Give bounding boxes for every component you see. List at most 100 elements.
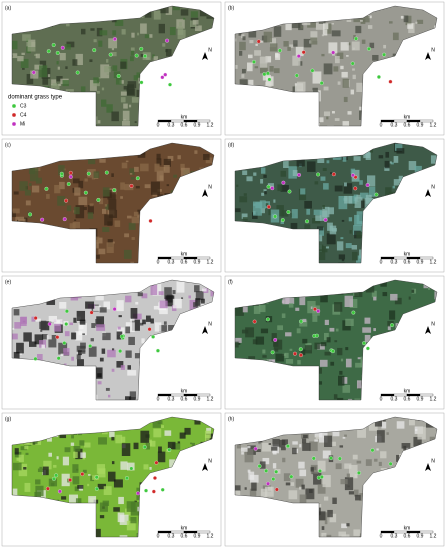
legend-marker <box>11 112 17 118</box>
texture <box>205 494 208 498</box>
texture <box>321 532 327 537</box>
scale-tick-label: 0 <box>380 122 383 128</box>
texture <box>345 358 352 368</box>
texture <box>280 170 286 177</box>
texture <box>69 13 74 18</box>
texture <box>331 22 335 25</box>
panel-label: (c) <box>5 142 11 148</box>
texture <box>46 293 56 305</box>
texture <box>75 448 83 460</box>
texture <box>131 237 135 240</box>
texture <box>14 448 19 455</box>
texture <box>78 350 82 356</box>
sample-point <box>94 486 99 491</box>
texture <box>208 105 214 114</box>
texture <box>373 347 382 353</box>
texture <box>352 47 355 50</box>
texture <box>285 22 292 31</box>
texture <box>57 66 60 70</box>
texture <box>411 361 417 366</box>
sample-point <box>331 349 335 354</box>
sample-point <box>163 72 168 77</box>
texture <box>428 244 436 253</box>
texture <box>404 469 414 481</box>
texture <box>99 9 105 16</box>
texture <box>93 77 100 84</box>
scale-unit: km <box>181 525 188 531</box>
texture <box>297 360 301 365</box>
texture <box>241 68 246 74</box>
texture <box>14 523 19 530</box>
texture <box>404 201 411 206</box>
texture <box>365 516 369 521</box>
texture <box>53 143 59 147</box>
texture <box>144 34 150 39</box>
texture <box>72 221 81 228</box>
texture <box>310 467 314 472</box>
texture <box>139 92 149 103</box>
texture <box>60 148 69 155</box>
sample-point <box>274 487 279 492</box>
texture <box>212 108 214 118</box>
texture <box>211 485 214 493</box>
texture <box>206 101 214 108</box>
texture <box>289 44 294 48</box>
texture <box>392 354 397 360</box>
texture <box>85 369 90 374</box>
texture <box>47 74 51 78</box>
scale-tick-label: 1.2 <box>207 533 214 539</box>
texture <box>184 224 189 228</box>
texture <box>253 379 258 383</box>
texture <box>378 522 385 528</box>
texture <box>263 174 267 178</box>
texture <box>256 370 260 375</box>
scale-tick-label: 0.3 <box>168 259 175 265</box>
texture <box>111 173 114 177</box>
texture <box>207 203 212 210</box>
texture <box>100 285 108 296</box>
texture <box>173 174 178 178</box>
texture <box>401 102 407 111</box>
sample-point <box>296 54 301 59</box>
texture <box>130 47 135 51</box>
texture <box>141 293 148 299</box>
texture <box>408 161 417 171</box>
texture <box>172 74 177 82</box>
texture <box>195 93 204 103</box>
texture <box>299 320 308 327</box>
texture <box>354 473 358 478</box>
texture <box>301 504 308 514</box>
texture <box>194 201 200 206</box>
texture <box>341 258 345 262</box>
texture <box>209 285 214 290</box>
texture <box>120 182 125 190</box>
texture <box>236 292 243 300</box>
texture <box>412 381 416 384</box>
texture <box>120 91 127 96</box>
texture <box>241 74 245 78</box>
texture <box>326 160 330 164</box>
texture <box>154 524 158 530</box>
texture <box>18 454 24 463</box>
texture <box>99 515 105 519</box>
texture <box>251 292 259 300</box>
texture <box>235 485 241 492</box>
texture <box>117 327 125 336</box>
texture <box>126 417 134 422</box>
sample-point <box>365 183 370 187</box>
texture <box>265 103 269 109</box>
texture <box>346 473 350 478</box>
texture <box>74 187 81 196</box>
texture <box>303 38 312 48</box>
texture <box>278 390 286 396</box>
map-outline <box>11 416 215 538</box>
texture <box>265 203 269 207</box>
texture <box>243 146 248 151</box>
texture <box>197 143 202 147</box>
texture <box>63 144 67 148</box>
texture <box>119 80 124 84</box>
sample-point <box>265 317 270 322</box>
texture <box>164 430 172 436</box>
texture <box>24 189 31 196</box>
texture <box>158 446 162 453</box>
